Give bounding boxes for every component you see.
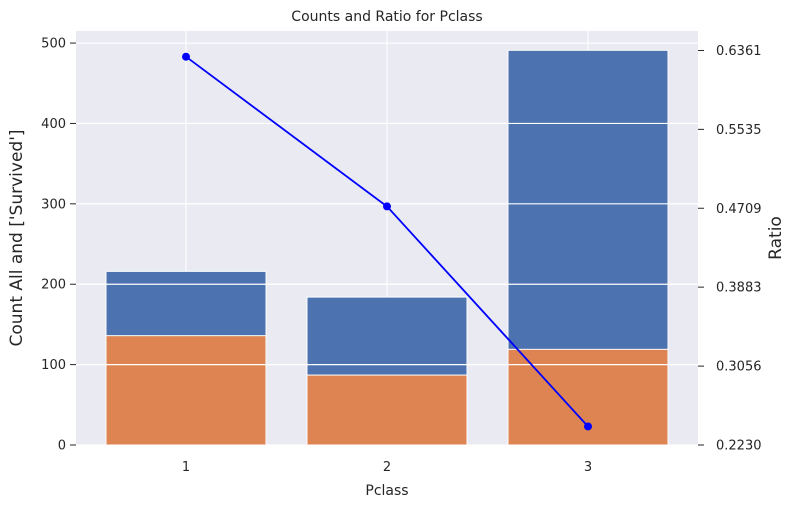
bar <box>507 348 669 446</box>
ratio-point <box>584 422 592 431</box>
y2-axis-ticks: 0.2230 0.3056 0.3883 0.4709 0.5535 0.6361 <box>698 44 762 454</box>
y-tick-label: 100 <box>41 358 66 373</box>
y-tick-label: 500 <box>41 37 66 52</box>
y-tick-label: 200 <box>41 278 66 293</box>
y-axis-ticks: 0 100 200 300 400 500 <box>41 37 76 454</box>
y-axis-label: Count All and ['Survived'] <box>7 129 27 346</box>
x-axis-label: Pclass <box>365 483 408 499</box>
y2-tick-label: 0.3056 <box>716 360 762 375</box>
x-tick-label: 1 <box>182 460 190 475</box>
x-tick-label: 2 <box>383 460 391 475</box>
y2-tick-label: 0.6361 <box>716 44 762 59</box>
ratio-point <box>182 52 190 61</box>
y2-tick-label: 0.3883 <box>716 281 762 296</box>
x-axis-ticks: 1 2 3 <box>182 460 592 475</box>
y2-tick-label: 0.4709 <box>716 202 762 217</box>
bar <box>306 374 468 446</box>
y2-tick-label: 0.5535 <box>716 123 762 138</box>
ratio-point <box>383 202 391 211</box>
y2-axis-label: Ratio <box>766 216 786 260</box>
chart-title: Counts and Ratio for Pclass <box>291 9 482 25</box>
bars <box>76 42 698 446</box>
x-tick-label: 3 <box>584 460 592 475</box>
y-tick-label: 400 <box>41 117 66 132</box>
ratio-line <box>182 52 592 431</box>
y2-tick-label: 0.2230 <box>716 439 762 454</box>
y-tick-label: 300 <box>41 197 66 212</box>
y-tick-label: 0 <box>58 439 66 454</box>
bar <box>105 335 267 446</box>
